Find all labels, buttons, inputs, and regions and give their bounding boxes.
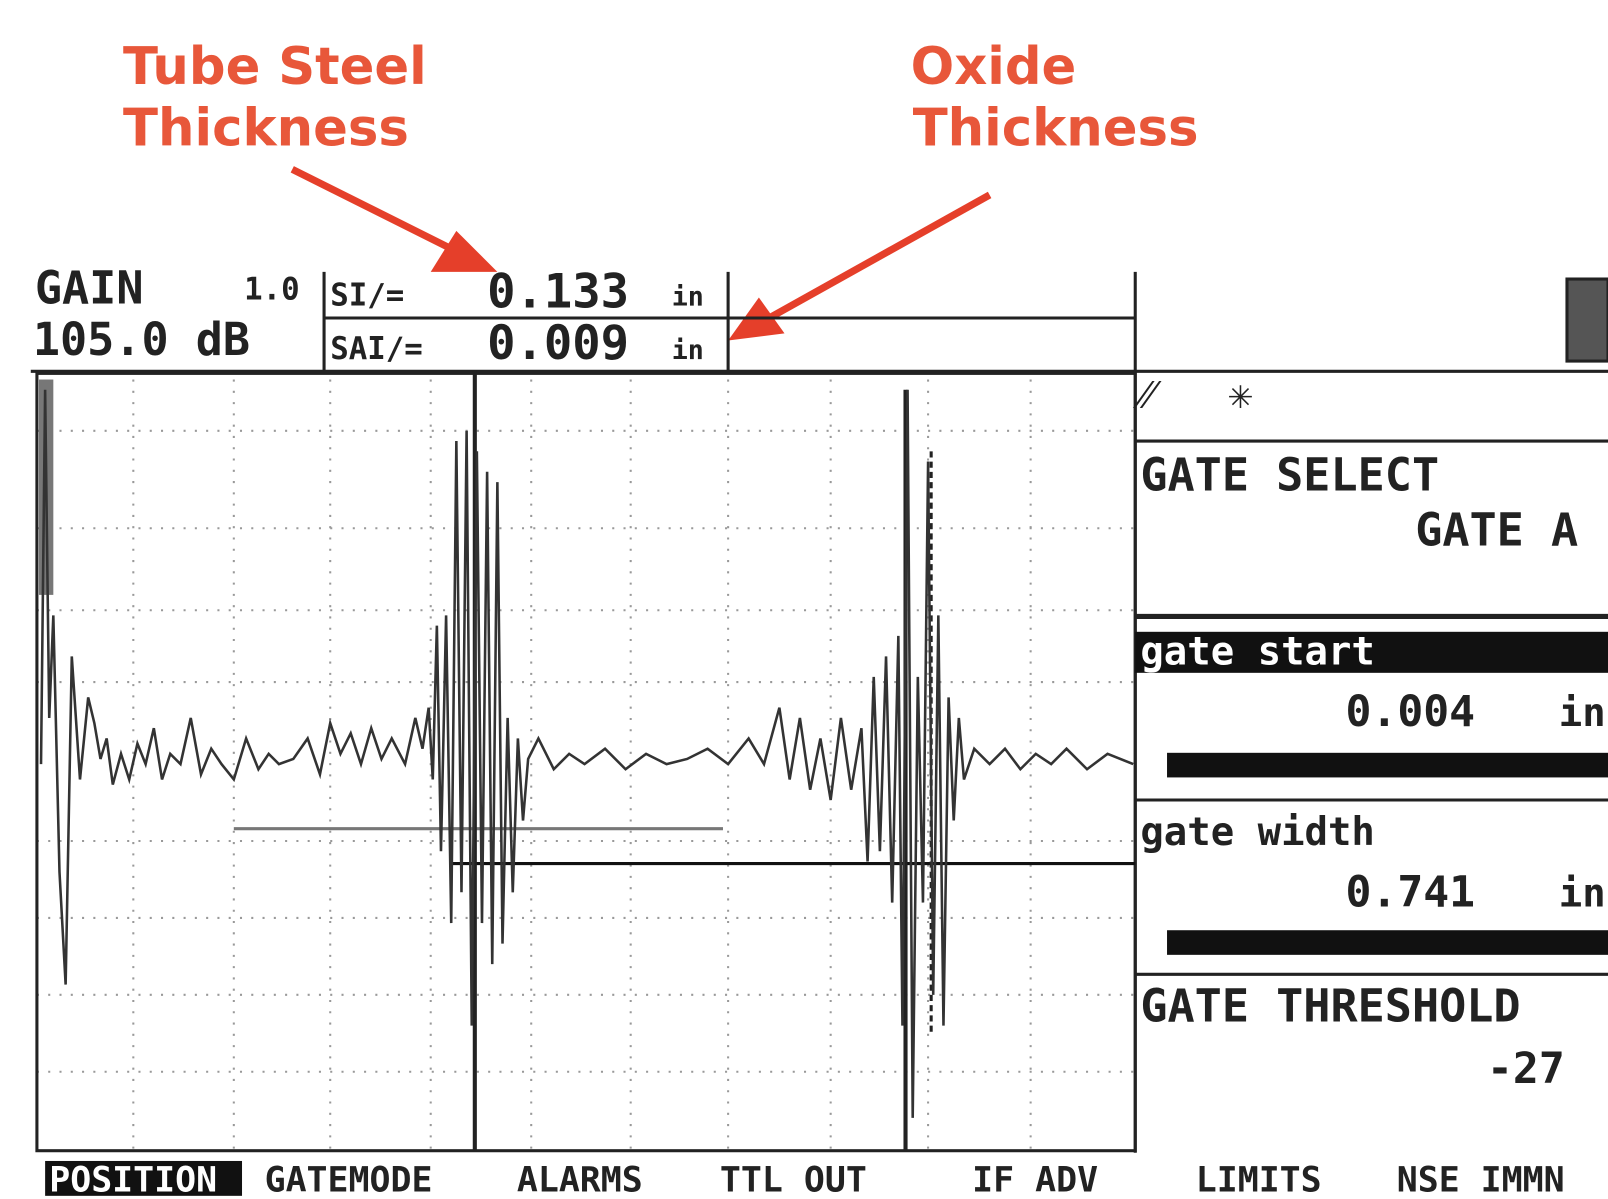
gate-width-value: 0.741 (1345, 868, 1475, 918)
annotation: Thickness (913, 99, 1199, 159)
gate-select-label: GATE SELECT (1140, 448, 1439, 501)
reading-label: SI∕= (330, 278, 404, 314)
reading-value: 0.009 (487, 316, 629, 371)
gate-start-value: 0.004 (1345, 687, 1475, 737)
menu-item[interactable]: IF ADV (972, 1161, 1098, 1199)
menu-item[interactable]: ALARMS (517, 1161, 643, 1199)
annotation: Thickness (123, 99, 409, 159)
gate-start-unit: in (1559, 691, 1606, 736)
menu-item[interactable]: NSE IMMN (1397, 1161, 1565, 1199)
reading-unit: in (672, 282, 704, 313)
gain-label: GAIN (35, 262, 144, 315)
gate-width-unit: in (1559, 872, 1606, 917)
slider (1167, 930, 1608, 955)
menu-item[interactable]: TTL OUT (720, 1161, 867, 1199)
gain-value: 105.0 dB (33, 313, 250, 366)
annotation: Oxide (911, 37, 1077, 97)
screenshot: Tube Steel Thickness Oxide Thickness GAI… (0, 0, 1608, 1199)
annotation: Tube Steel (123, 37, 427, 97)
threshold-label: GATE THRESHOLD (1140, 979, 1520, 1032)
slider (1167, 753, 1608, 778)
threshold-value: -27 (1487, 1044, 1565, 1094)
icons: ⁄⁄ ✳ (1132, 370, 1252, 418)
menu-item[interactable]: LIMITS (1196, 1161, 1322, 1199)
reading-label: SAI∕= (330, 331, 423, 367)
gain-step: 1.0 (244, 272, 300, 308)
gate-start-label: gate start (1140, 630, 1375, 675)
reading-unit: in (672, 335, 704, 366)
menu-item[interactable]: POSITION (49, 1161, 217, 1199)
gate-width-label: gate width (1140, 810, 1375, 855)
menu-item[interactable]: GATEMODE (265, 1161, 433, 1199)
gate-select-value: GATE A (1415, 504, 1578, 557)
reading-value: 0.133 (487, 265, 629, 320)
